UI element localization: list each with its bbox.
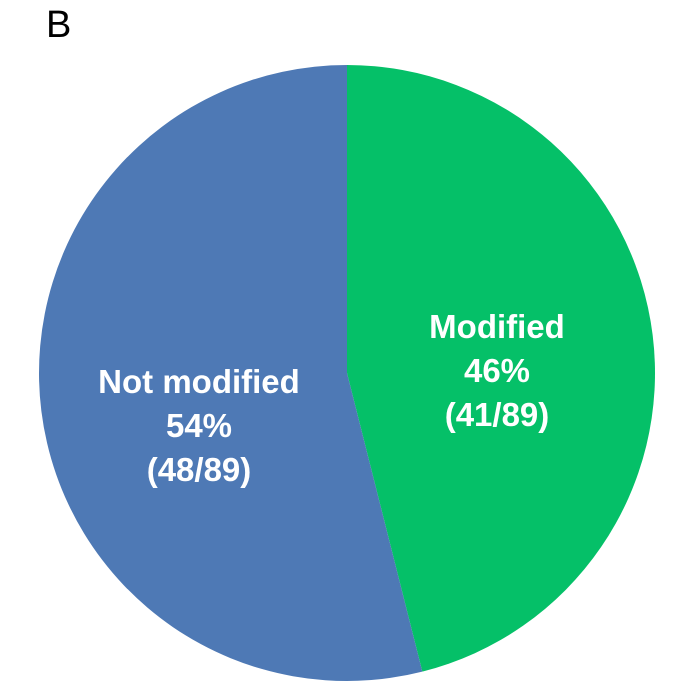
panel-label: B — [46, 4, 72, 46]
slice-label: Not modified — [98, 363, 300, 400]
slice-fraction-label: (48/89) — [147, 451, 252, 488]
pie-slices — [39, 65, 656, 681]
slice-label: Modified — [429, 308, 565, 345]
pie-labels: Modified 46% (41/89) Not modified 54% (48/89) — [98, 308, 565, 488]
slice-fraction-label: (41/89) — [445, 396, 550, 433]
slice-percent-label: 46% — [464, 352, 530, 389]
pie-slice-modified — [347, 65, 656, 672]
slice-percent-label: 54% — [166, 407, 232, 444]
pie-slice-not-modified — [39, 65, 423, 681]
